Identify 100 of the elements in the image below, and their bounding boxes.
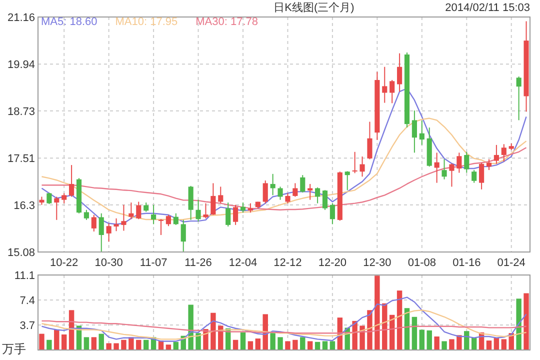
candlestick — [464, 151, 470, 174]
candlestick — [315, 186, 320, 204]
candlestick — [114, 218, 119, 232]
candlestick — [367, 121, 372, 160]
bar — [524, 293, 529, 350]
candlestick — [322, 190, 328, 210]
bar — [300, 337, 306, 350]
candlestick — [46, 192, 52, 205]
candlestick — [330, 202, 335, 225]
candlestick — [151, 204, 156, 225]
bar — [210, 312, 216, 350]
bar — [61, 334, 67, 350]
text: MA10: 17.95 — [115, 16, 178, 28]
x-tick-label: 12-12 — [274, 257, 302, 269]
candlestick — [270, 173, 276, 196]
candlestick — [218, 186, 224, 204]
candlestick — [494, 144, 499, 164]
bar — [143, 340, 149, 350]
candlestick — [128, 202, 134, 220]
candlestick — [390, 80, 395, 104]
bar — [434, 336, 440, 350]
bar — [54, 330, 60, 350]
candlestick — [203, 202, 208, 219]
y-tick-label: 15.08 — [7, 247, 35, 259]
bar — [106, 343, 112, 350]
bar — [98, 334, 104, 350]
candlestick — [166, 214, 171, 227]
candlestick — [300, 174, 306, 193]
x-tick-label: 11-26 — [184, 257, 212, 269]
candlestick — [262, 180, 268, 204]
bar — [449, 339, 454, 350]
bar — [501, 339, 507, 350]
bar — [255, 338, 261, 350]
bar — [136, 340, 142, 350]
bar — [270, 333, 276, 350]
candlestick — [98, 212, 104, 252]
candlestick — [419, 120, 424, 146]
candlestick — [240, 202, 246, 214]
x-tick-label: 11-07 — [140, 257, 168, 269]
candlestick — [479, 162, 484, 190]
line-series — [41, 310, 527, 340]
candlestick — [173, 212, 178, 226]
bar — [367, 310, 372, 350]
candlestick — [121, 204, 126, 232]
bar — [442, 341, 447, 350]
bar — [292, 340, 298, 350]
candlestick — [501, 144, 506, 162]
candlestick — [285, 192, 290, 204]
x-tick-label: 12-04 — [228, 257, 258, 269]
candlestick — [91, 214, 96, 232]
y-tick-label: 17.51 — [7, 153, 35, 166]
y-tick-label: 18.73 — [7, 106, 35, 118]
y-axis-title: 万手 — [2, 342, 26, 356]
candlestick — [158, 218, 164, 236]
candlestick — [292, 182, 298, 198]
x-tick-label: 10-30 — [94, 257, 123, 269]
candlestick — [144, 202, 149, 212]
chart-title: 日K线图(三个月) — [274, 1, 354, 14]
bar — [91, 337, 97, 350]
y-tick-label: 21.16 — [7, 12, 35, 24]
candlestick — [449, 162, 454, 188]
candlestick — [412, 110, 417, 154]
candlestick — [486, 158, 492, 171]
bar — [307, 341, 313, 350]
candlestick — [196, 199, 201, 222]
candlestick — [472, 170, 477, 184]
candlestick — [442, 158, 447, 180]
text: MA5: 18.60 — [41, 16, 98, 28]
bar — [232, 340, 238, 350]
x-tick-label: 12-30 — [363, 257, 392, 269]
bar — [240, 332, 246, 350]
candlestick — [226, 202, 231, 227]
x-tick-label: 10-22 — [50, 257, 78, 269]
y-tick-label: 11.1 — [14, 270, 35, 282]
x-tick-label: 01-24 — [497, 257, 526, 269]
bar — [285, 341, 290, 350]
bar — [188, 304, 194, 350]
bar — [248, 341, 254, 350]
bar — [46, 340, 52, 350]
candlestick — [54, 196, 60, 220]
candlestick — [516, 76, 522, 121]
candlestick — [434, 152, 440, 184]
candlestick — [136, 201, 142, 220]
x-tick-label: 12-20 — [318, 257, 347, 269]
text: 2014/02/11 15:03 — [445, 2, 530, 14]
bar — [196, 333, 201, 350]
candlestick — [382, 66, 388, 104]
bar — [456, 335, 462, 350]
candlestick — [308, 183, 313, 200]
bar — [39, 334, 44, 350]
bar — [516, 298, 522, 350]
candlestick — [188, 185, 194, 220]
line-series — [41, 320, 527, 334]
candlestick — [344, 170, 350, 191]
y-tick-label: 7.4 — [20, 295, 35, 307]
candlestick — [84, 209, 89, 220]
candlestick — [210, 182, 216, 216]
y-tick-label: 3.7 — [20, 320, 35, 332]
bar — [419, 330, 425, 350]
candlestick — [352, 151, 358, 174]
